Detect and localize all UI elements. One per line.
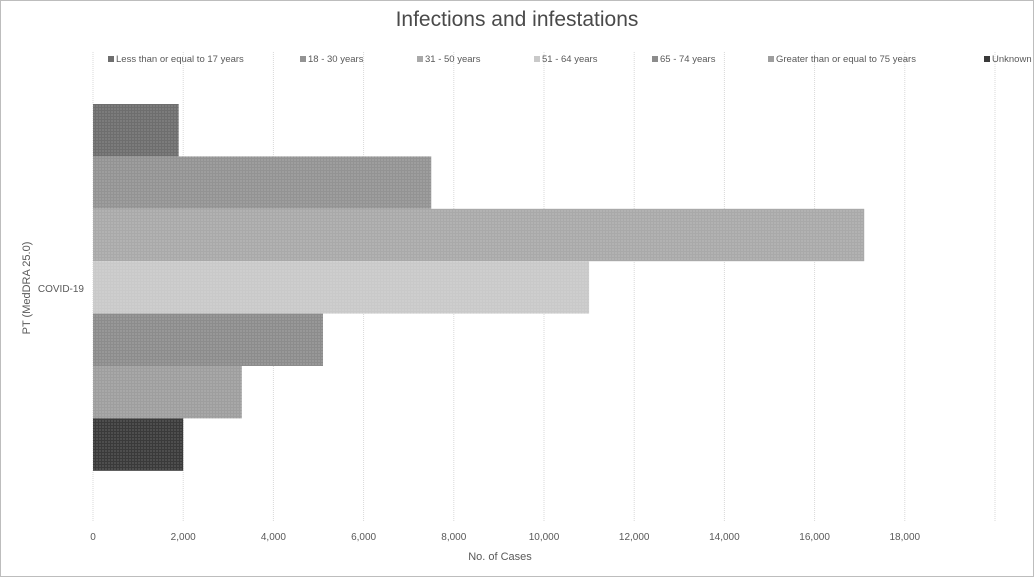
bar-texture bbox=[93, 104, 179, 157]
legend-label: 31 - 50 years bbox=[425, 54, 481, 65]
x-tick-label: 4,000 bbox=[261, 532, 286, 543]
chart-title: Infections and infestations bbox=[395, 8, 639, 31]
x-tick-label: 14,000 bbox=[709, 532, 740, 543]
legend-swatch bbox=[417, 56, 423, 62]
x-tick-label: 10,000 bbox=[529, 532, 560, 543]
category-label: COVID-19 bbox=[38, 284, 85, 295]
bar-texture bbox=[93, 261, 590, 314]
x-tick-label: 6,000 bbox=[351, 532, 376, 543]
legend-label: Unknown bbox=[992, 54, 1032, 65]
legend-swatch bbox=[108, 56, 114, 62]
bar-texture bbox=[93, 366, 242, 419]
legend-swatch bbox=[300, 56, 306, 62]
x-tick-label: 12,000 bbox=[619, 532, 650, 543]
legend-swatch bbox=[984, 56, 990, 62]
legend-swatch bbox=[768, 56, 774, 62]
legend-label: 51 - 64 years bbox=[542, 54, 598, 65]
bar-texture bbox=[93, 208, 865, 262]
x-tick-label: 2,000 bbox=[171, 532, 196, 543]
x-tick-label: 18,000 bbox=[890, 532, 921, 543]
x-tick-label: 16,000 bbox=[799, 532, 830, 543]
bar-texture bbox=[93, 156, 432, 209]
legend-label: Less than or equal to 17 years bbox=[116, 54, 244, 65]
legend-label: Greater than or equal to 75 years bbox=[776, 54, 916, 65]
x-tick-label: 8,000 bbox=[441, 532, 466, 543]
bar-texture bbox=[93, 418, 184, 471]
y-axis-label: PT (MedDRA 25.0) bbox=[21, 242, 33, 335]
x-axis-label: No. of Cases bbox=[468, 551, 532, 563]
bar-texture bbox=[93, 313, 324, 366]
x-tick-label: 0 bbox=[90, 532, 96, 543]
legend-swatch bbox=[534, 56, 540, 62]
legend-label: 65 - 74 years bbox=[660, 54, 716, 65]
legend-label: 18 - 30 years bbox=[308, 54, 364, 65]
legend-swatch bbox=[652, 56, 658, 62]
